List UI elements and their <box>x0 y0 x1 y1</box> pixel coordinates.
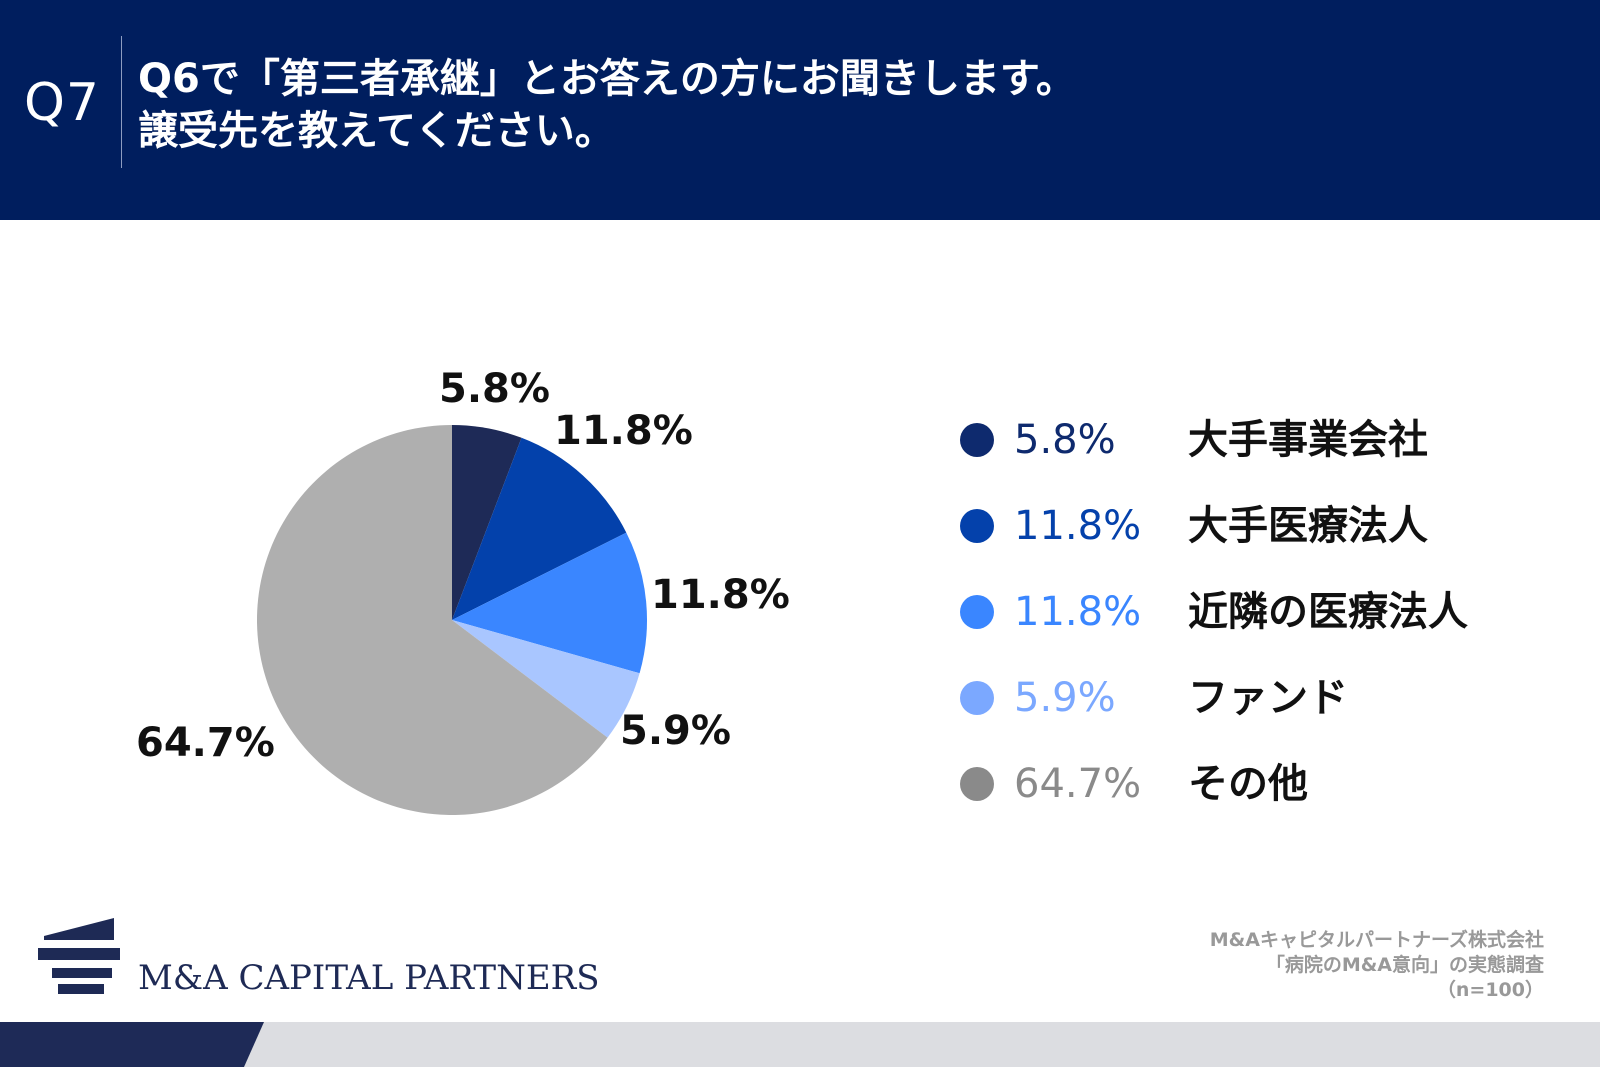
legend-label: 近隣の医療法人 <box>1188 589 1468 635</box>
legend-percentage: 5.8% <box>1014 417 1116 463</box>
pie-data-label-2: 11.8% <box>554 408 693 454</box>
legend-label: 大手医療法人 <box>1188 503 1428 549</box>
pie-slice-5 <box>256 425 608 815</box>
pie-data-label-5: 64.7% <box>136 720 275 766</box>
logo-bar-lower <box>52 968 112 978</box>
legend-item-3: 11.8% 近隣の医療法人 <box>960 582 1580 642</box>
pie-chart <box>256 425 648 815</box>
pie-slice-3 <box>452 532 648 674</box>
question-number: Q7 <box>24 73 101 133</box>
legend-dot-icon <box>960 595 994 629</box>
legend-percentage: 5.9% <box>1014 675 1116 721</box>
pie-slice-4 <box>452 620 640 738</box>
legend-label: ファンド <box>1188 675 1348 721</box>
pie-data-label-4: 5.9% <box>620 708 731 754</box>
logo-bar-top <box>44 918 114 940</box>
header-banner: Q7 Q6で「第三者承継」とお答えの方にお聞きします。 譲受先を教えてください。 <box>0 0 1600 220</box>
legend-percentage: 11.8% <box>1014 589 1142 635</box>
source-line-3: （n=100） <box>1436 979 1544 1001</box>
footer-band <box>0 1022 1600 1067</box>
legend-label: その他 <box>1188 761 1308 807</box>
header-divider <box>121 36 122 168</box>
legend-item-5: 64.7% その他 <box>960 754 1580 814</box>
source-line-2: 「病院のM&A意向」の実態調査 <box>1265 954 1544 976</box>
pie-data-label-3: 11.8% <box>651 572 790 618</box>
legend-item-1: 5.8% 大手事業会社 <box>960 410 1580 470</box>
source-note: M&Aキャピタルパートナーズ株式会社 「病院のM&A意向」の実態調査 （n=10… <box>1210 928 1544 1003</box>
question-line-2: 譲受先を教えてください。 <box>138 108 615 154</box>
legend-dot-icon <box>960 509 994 543</box>
pie-slice-1 <box>452 425 522 620</box>
company-logo-mark <box>38 918 120 994</box>
logo-bar-bottom <box>58 984 104 994</box>
legend-dot-icon <box>960 767 994 801</box>
pie-slice-2 <box>452 437 627 620</box>
legend-dot-icon <box>960 681 994 715</box>
legend-item-2: 11.8% 大手医療法人 <box>960 496 1580 556</box>
legend-percentage: 64.7% <box>1014 761 1142 807</box>
legend-percentage: 11.8% <box>1014 503 1142 549</box>
footer-gray-band <box>0 1022 1600 1067</box>
footer-navy-accent <box>0 1022 264 1067</box>
source-line-1: M&Aキャピタルパートナーズ株式会社 <box>1209 929 1544 951</box>
company-logo-text: M&A CAPITAL PARTNERS <box>138 958 600 998</box>
question-line-1: Q6で「第三者承継」とお答えの方にお聞きします。 <box>138 56 1076 102</box>
pie-data-label-1: 5.8% <box>439 366 550 412</box>
logo-bar-middle <box>38 948 120 960</box>
question-text: Q6で「第三者承継」とお答えの方にお聞きします。 譲受先を教えてください。 <box>138 53 1558 157</box>
legend-item-4: 5.9% ファンド <box>960 668 1580 728</box>
legend-label: 大手事業会社 <box>1188 417 1428 463</box>
legend-dot-icon <box>960 423 994 457</box>
